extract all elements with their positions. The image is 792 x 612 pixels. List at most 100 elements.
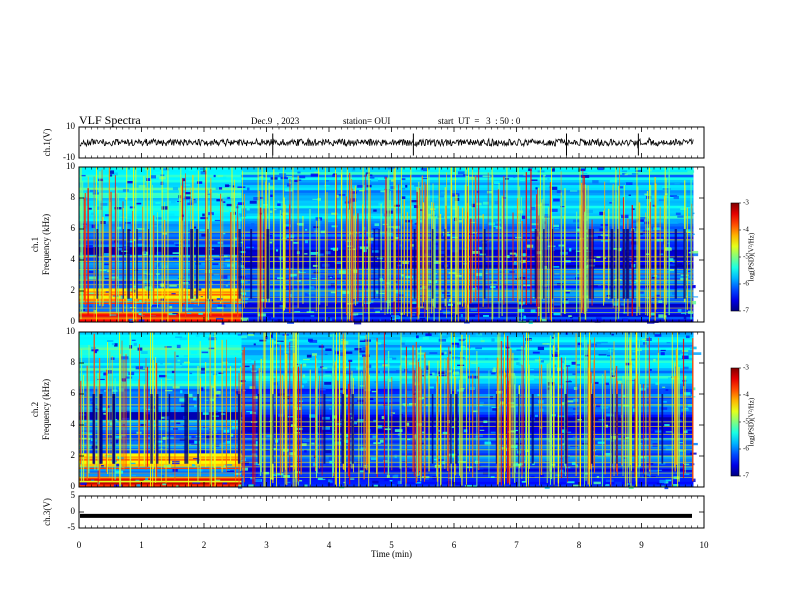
ch1-spectrogram-noise: [653, 227, 662, 231]
ch2-spectrogram-noise: [521, 424, 529, 426]
ch1-spectrogram-noise: [359, 190, 365, 192]
ch1-spectrogram-gap-stripe: [373, 229, 376, 299]
ch2-spectrogram-band: [241, 383, 401, 387]
ch1-spectrogram-noise: [565, 290, 571, 292]
ch2-spectrogram-noise: [582, 443, 589, 445]
ch1-spectrogram-noise: [420, 167, 428, 172]
ch1-spectrogram-y-tick-label: 2: [71, 285, 76, 295]
ch2-spectrogram-band: [241, 458, 401, 462]
ch2-spectrogram-noise: [422, 374, 425, 377]
ch2-spectrogram-noise: [287, 416, 295, 418]
ch1-spectrogram-gap-stripe: [195, 229, 199, 299]
ch1-spectrogram-noise: [376, 257, 383, 260]
ch2-spectrogram-noise: [201, 367, 205, 371]
ch3-waveform-y-tick-label: -5: [68, 522, 76, 532]
ch2-spectrogram-band: [241, 334, 401, 338]
ch1-spectrogram-noise: [465, 175, 470, 179]
ch1-spectrogram-noise: [669, 269, 675, 271]
ch2-spectrogram-noise: [452, 371, 460, 375]
ch2-spectrogram-gap-stripe: [351, 394, 354, 464]
ch2-spectrogram-noise: [496, 390, 503, 394]
ch2-spectrogram-noise: [117, 455, 120, 459]
ch2-spectrogram-noise: [90, 479, 95, 481]
ch1-spectrogram-gap-stripe: [674, 229, 677, 299]
ch2-spectrogram-noise: [606, 354, 612, 357]
ch1-spectrogram-noise: [557, 194, 562, 196]
ch1-spectrogram-band: [400, 272, 694, 276]
ch1-spectrogram-noise: [368, 177, 375, 179]
ch1-spectrogram-noise: [418, 246, 423, 250]
ch1-spectrogram-gap-stripe: [683, 229, 686, 299]
ch2-spectrogram-noise: [383, 428, 391, 431]
ch2-spectrogram-noise: [103, 372, 108, 376]
ch1-spectrogram-noise: [436, 233, 443, 237]
ch1-spectrogram-gap-stripe: [136, 229, 138, 299]
ch2-spectrogram-noise: [130, 440, 139, 445]
ch1-spectrogram-noise: [576, 228, 580, 232]
ch1-spectrogram-noise: [394, 309, 399, 313]
ch2-spectrogram-noise: [451, 342, 460, 345]
ch1-spectrogram-band: [241, 278, 401, 282]
ch1-spectrogram-y-tick-label: 6: [71, 223, 76, 233]
ch2-spectrogram-noise: [115, 470, 124, 474]
ch2-spectrogram-noise: [611, 333, 614, 336]
ch3-waveform-y-tick-label: 5: [71, 490, 76, 500]
ch2-spectrogram-noise: [215, 390, 221, 395]
ch1-spectrogram-noise: [143, 250, 146, 254]
ch2-spectrogram-noise: [359, 385, 365, 387]
ch2-spectrogram-gap-stripe: [518, 394, 520, 464]
ch2-spectrogram-noise: [572, 408, 577, 410]
ch2-spectrogram-noise: [295, 363, 300, 365]
ch1-spectrogram-band: [79, 272, 242, 276]
ch2-spectrogram-noise: [452, 366, 461, 370]
ch1-spectrogram-band: [79, 221, 242, 225]
ch2-spectrogram-noise: [646, 401, 650, 404]
ch2-spectrogram-y-tick-label: 10: [66, 326, 76, 336]
ch2-spectrogram-band: [79, 481, 242, 485]
ch2-spectrogram-noise: [678, 449, 687, 452]
ch1-spectrogram-noise: [93, 182, 99, 185]
ch1-spectrogram-band: [241, 262, 401, 266]
ch1-spectrogram-noise: [556, 190, 562, 194]
ch1-spectrogram-noise: [410, 244, 415, 247]
ch2-spectrogram-colorbar: [730, 367, 740, 477]
ch2-spectrogram-band: [79, 334, 242, 338]
ch2-spectrogram-band: [79, 381, 242, 385]
ch2-spectrogram-noise: [173, 428, 178, 430]
ch2-spectrogram-band: [79, 399, 242, 403]
ch1-spectrogram-noise: [350, 313, 359, 316]
ch2-spectrogram-noise: [665, 479, 672, 482]
ch1-spectrogram-noise: [330, 291, 336, 294]
ch1-spectrogram-noise: [280, 176, 288, 180]
ch2-spectrogram-noise: [304, 484, 308, 487]
ch2-spectrogram-band: [241, 481, 401, 485]
ch2-spectrogram-noise: [597, 441, 605, 444]
ch2-spectrogram-noise: [529, 339, 532, 341]
ch2-spectrogram-noise: [179, 337, 187, 341]
ch2-spectrogram-noise: [215, 411, 218, 414]
ch2-spectrogram-noise: [429, 373, 433, 376]
ch2-spectrogram-noise: [105, 332, 108, 334]
ch2-spectrogram-band: [241, 419, 401, 423]
ch2-spectrogram-noise: [382, 364, 390, 367]
ch1-spectrogram-noise: [624, 195, 628, 199]
ch1-spectrogram-noise: [568, 315, 572, 318]
ch2-spectrogram-band: [241, 347, 401, 351]
ch1-spectrogram-noise: [146, 289, 154, 292]
ch2-spectrogram-noise: [241, 335, 247, 339]
ch1-spectrogram-noise: [246, 207, 250, 211]
ch2-spectrogram-noise: [438, 338, 447, 342]
ch1-spectrogram-noise: [691, 250, 699, 254]
ch2-spectrogram-noise: [460, 345, 466, 349]
ch2-spectrogram-band: [400, 334, 694, 338]
ch2-spectrogram-noise: [130, 438, 133, 442]
ch1-spectrogram-noise: [237, 265, 244, 267]
ch1-spectrogram-colorbar: [730, 202, 740, 312]
ch2-spectrogram-colorbar-tick-label: -7: [743, 472, 749, 480]
ch2-spectrogram-noise: [584, 472, 590, 475]
ch1-spectrogram-band: [79, 231, 242, 235]
ch2-spectrogram-noise: [388, 378, 392, 382]
ch2-spectrogram-noise: [654, 334, 662, 337]
ch2-spectrogram-noise: [529, 375, 535, 379]
ch2-spectrogram-band: [400, 352, 694, 356]
